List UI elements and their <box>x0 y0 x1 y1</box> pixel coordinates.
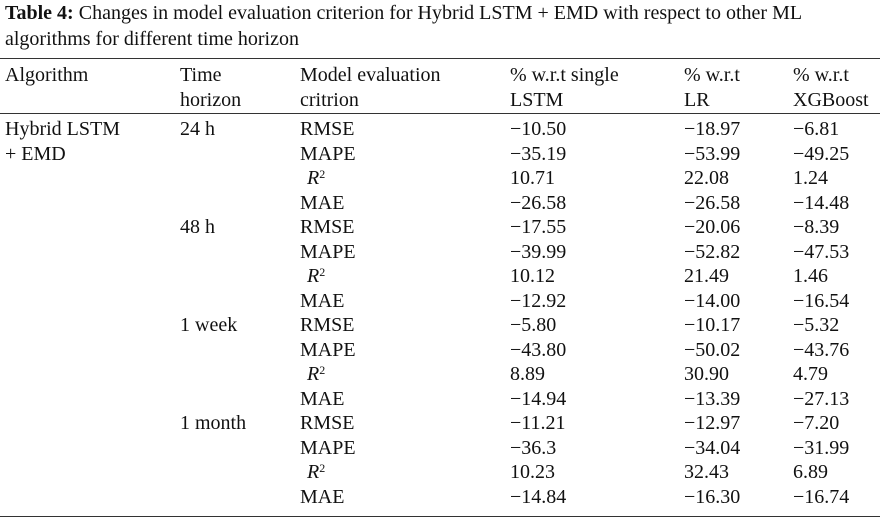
cell-criterion: MAE <box>300 387 345 410</box>
table-caption: Table 4: Changes in model evaluation cri… <box>5 0 875 52</box>
cell-wrt-lr: −10.17 <box>684 314 741 336</box>
cell-wrt-lstm: −35.19 <box>510 142 567 165</box>
cell-criterion: RMSE <box>300 118 355 140</box>
cell-wrt-xgboost: −16.74 <box>793 485 850 508</box>
cell-wrt-lstm: −14.84 <box>510 485 567 508</box>
caption-text: Changes in model evaluation criterion fo… <box>5 2 802 50</box>
cell-wrt-lstm: −26.58 <box>510 191 567 214</box>
cell-criterion: MAE <box>300 485 345 508</box>
cell-wrt-lr: −16.30 <box>684 485 741 508</box>
cell-wrt-lr: 30.90 <box>684 363 729 385</box>
cell-wrt-lr: −13.39 <box>684 387 741 410</box>
header-lstm-line1: % w.r.t single <box>510 64 619 86</box>
header-algorithm: Algorithm <box>5 64 89 86</box>
cell-wrt-xgboost: −31.99 <box>793 436 850 459</box>
cell-wrt-xgboost: 6.89 <box>793 461 828 483</box>
cell-horizon: 24 h <box>180 118 215 140</box>
cell-wrt-lstm: −36.3 <box>510 436 557 459</box>
criterion-symbol: R <box>307 167 320 189</box>
cell-criterion: RMSE <box>300 314 355 336</box>
top-rule <box>0 58 880 59</box>
cell-wrt-lr: 22.08 <box>684 167 729 189</box>
cell-wrt-lr: −20.06 <box>684 216 741 238</box>
header-xgb-line1: % w.r.t <box>793 64 849 86</box>
cell-wrt-xgboost: −27.13 <box>793 387 850 410</box>
cell-wrt-lstm: −5.80 <box>510 314 557 336</box>
header-time-line2: horizon <box>180 89 242 111</box>
cell-wrt-lstm: −43.80 <box>510 338 567 361</box>
cell-wrt-xgboost: 1.46 <box>793 265 828 287</box>
cell-criterion: R2 <box>307 165 325 191</box>
header-time-line1: Time <box>180 64 222 86</box>
cell-wrt-xgboost: −49.25 <box>793 142 850 165</box>
criterion-symbol: R <box>307 265 320 287</box>
criterion-superscript: 2 <box>319 265 326 279</box>
cell-wrt-lr: −14.00 <box>684 289 741 312</box>
cell-wrt-lstm: 10.71 <box>510 167 555 189</box>
cell-wrt-lr: −12.97 <box>684 412 741 434</box>
algorithm-line1: Hybrid LSTM <box>5 118 120 140</box>
cell-wrt-lr: 32.43 <box>684 461 729 483</box>
cell-wrt-xgboost: −8.39 <box>793 216 840 238</box>
cell-wrt-lr: −26.58 <box>684 191 741 214</box>
cell-criterion: RMSE <box>300 412 355 434</box>
cell-criterion: MAE <box>300 191 345 214</box>
criterion-symbol: R <box>307 461 320 483</box>
cell-horizon: 1 week <box>180 314 238 336</box>
header-lstm-line2: LSTM <box>510 89 564 111</box>
cell-criterion: R2 <box>307 263 325 289</box>
criterion-superscript: 2 <box>319 461 326 475</box>
cell-wrt-lstm: 10.12 <box>510 265 555 287</box>
cell-wrt-lstm: 10.23 <box>510 461 555 483</box>
cell-wrt-xgboost: −6.81 <box>793 118 840 140</box>
cell-wrt-xgboost: −16.54 <box>793 289 850 312</box>
cell-wrt-xgboost: 1.24 <box>793 167 828 189</box>
criterion-superscript: 2 <box>319 167 326 181</box>
cell-wrt-lr: 21.49 <box>684 265 729 287</box>
cell-wrt-lr: −50.02 <box>684 338 741 361</box>
cell-wrt-lstm: −39.99 <box>510 240 567 263</box>
criterion-symbol: R <box>307 363 320 385</box>
cell-wrt-lr: −18.97 <box>684 118 741 140</box>
header-rule <box>0 113 880 114</box>
caption-label: Table 4: <box>5 2 74 24</box>
cell-criterion: R2 <box>307 361 325 387</box>
bottom-rule <box>0 516 880 517</box>
cell-criterion: MAE <box>300 289 345 312</box>
cell-wrt-lstm: −14.94 <box>510 387 567 410</box>
cell-criterion: MAPE <box>300 338 356 361</box>
cell-wrt-lr: −34.04 <box>684 436 741 459</box>
algorithm-line2: + EMD <box>5 143 66 165</box>
cell-horizon: 48 h <box>180 216 215 238</box>
cell-wrt-xgboost: −7.20 <box>793 412 840 434</box>
header-criterion-line2: critrion <box>300 89 359 111</box>
header-criterion-line1: Model evaluation <box>300 64 441 86</box>
cell-wrt-lstm: −10.50 <box>510 118 567 140</box>
criterion-superscript: 2 <box>319 363 326 377</box>
cell-wrt-xgboost: −43.76 <box>793 338 850 361</box>
header-xgb-line2: XGBoost <box>793 89 869 111</box>
cell-wrt-lstm: −17.55 <box>510 216 567 238</box>
cell-wrt-lstm: −12.92 <box>510 289 567 312</box>
cell-wrt-lr: −53.99 <box>684 142 741 165</box>
cell-wrt-lstm: −11.21 <box>510 412 566 434</box>
cell-wrt-lr: −52.82 <box>684 240 741 263</box>
header-lr-line2: LR <box>684 89 710 111</box>
cell-horizon: 1 month <box>180 412 247 434</box>
cell-criterion: MAPE <box>300 436 356 459</box>
cell-wrt-xgboost: −5.32 <box>793 314 840 336</box>
cell-criterion: MAPE <box>300 142 356 165</box>
header-lr-line1: % w.r.t <box>684 64 740 86</box>
cell-wrt-lstm: 8.89 <box>510 363 545 385</box>
cell-criterion: MAPE <box>300 240 356 263</box>
cell-wrt-xgboost: 4.79 <box>793 363 828 385</box>
cell-wrt-xgboost: −47.53 <box>793 240 850 263</box>
cell-wrt-xgboost: −14.48 <box>793 191 850 214</box>
cell-criterion: RMSE <box>300 216 355 238</box>
cell-criterion: R2 <box>307 459 325 485</box>
